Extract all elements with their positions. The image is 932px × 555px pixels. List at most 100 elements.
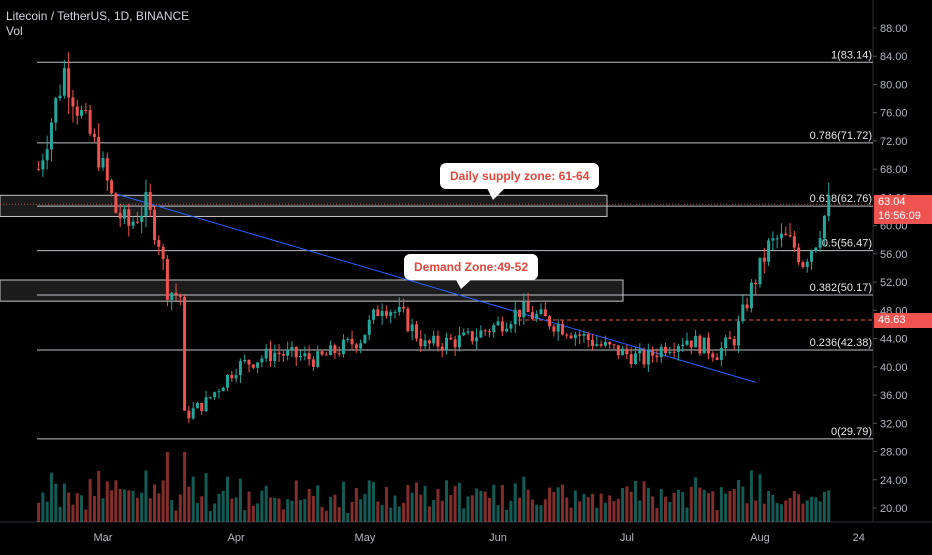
volume-bar [457, 482, 461, 522]
volume-bar [732, 489, 736, 522]
volume-bar [749, 470, 753, 522]
y-tick-label: 56.00 [880, 249, 908, 261]
volume-bar [638, 500, 642, 522]
candle-body [685, 340, 689, 345]
volume-bar [226, 476, 230, 522]
candle-body [350, 338, 354, 345]
candle-body [676, 346, 680, 352]
candle-body [144, 191, 148, 216]
candle-body [702, 337, 706, 354]
volume-bar [329, 496, 333, 522]
volume-bar [646, 487, 650, 522]
volume-bar [303, 498, 307, 522]
y-tick-label: 76.00 [880, 108, 908, 120]
volume-bar [153, 484, 157, 522]
candle-body [178, 294, 182, 297]
volume-bar [122, 489, 126, 522]
volume-bar [423, 485, 427, 522]
candle-body [681, 344, 685, 347]
volume-bar [767, 491, 771, 522]
candle-body [174, 292, 178, 295]
volume-bar [37, 502, 41, 522]
volume-bar [157, 493, 161, 522]
candle-body [213, 392, 217, 398]
candle-body [792, 236, 796, 248]
candle-body [741, 304, 745, 322]
volume-bar [651, 496, 655, 522]
fib-level-label: 0.5(56.47) [822, 238, 872, 250]
volume-bar [208, 510, 212, 522]
volume-bar [487, 497, 491, 522]
candle-body [402, 306, 406, 309]
candle-body [303, 353, 307, 356]
candle-body [565, 334, 569, 336]
volume-bar [642, 481, 646, 522]
candle-body [608, 341, 612, 345]
y-tick-label: 32.00 [880, 418, 908, 430]
fib-level-label: 0.618(62.76) [810, 193, 872, 205]
volume-bar [264, 485, 268, 522]
candle-body [586, 333, 590, 340]
volume-bar [509, 500, 513, 522]
candle-body [427, 340, 431, 344]
volume-bar [784, 500, 788, 522]
volume-indicator-label[interactable]: Vol [6, 24, 23, 38]
volume-bar [659, 489, 663, 522]
volume-bar [118, 488, 122, 522]
candle-body [758, 257, 762, 285]
candle-body [419, 338, 423, 347]
candle-body [226, 374, 230, 388]
y-tick-label: 84.00 [880, 51, 908, 63]
volume-bar [324, 510, 328, 522]
volume-bar [591, 493, 595, 522]
candle-body [200, 402, 204, 412]
candle-body [307, 353, 311, 360]
current-price-tag: 63.04 [874, 195, 932, 210]
candle-body [749, 282, 753, 309]
volume-bar [148, 498, 152, 522]
volume-bar [376, 501, 380, 522]
volume-bar [530, 499, 534, 522]
volume-bar [706, 493, 710, 522]
candle-body [706, 337, 710, 354]
volume-bar [346, 512, 350, 522]
fib-level-label: 1(83.14) [831, 49, 872, 61]
candle-body [518, 309, 522, 318]
volume-bar [771, 494, 775, 522]
candle-body [719, 348, 723, 360]
volume-bar [273, 498, 277, 522]
volume-bar [711, 491, 715, 522]
volume-bar [535, 504, 539, 522]
candle-body [127, 209, 131, 226]
candle-body [311, 359, 315, 367]
volume-bar [483, 491, 487, 522]
y-tick-label: 72.00 [880, 136, 908, 148]
volume-bar [599, 493, 603, 522]
volume-bar [110, 490, 114, 522]
candle-body [41, 160, 45, 170]
candle-body [354, 344, 358, 349]
volume-bar [311, 495, 315, 522]
candle-body [737, 321, 741, 346]
candle-body [483, 330, 487, 332]
volume-bar [243, 510, 247, 522]
volume-bar [578, 501, 582, 522]
volume-bar [221, 490, 225, 522]
candle-body [333, 345, 337, 354]
candle-body [754, 282, 758, 285]
candle-body [646, 349, 650, 365]
fib-level-label: 0.236(42.38) [810, 337, 872, 349]
volume-bar [719, 487, 723, 522]
volume-bar [97, 470, 101, 522]
volume-bar [114, 480, 118, 522]
candle-body [801, 262, 805, 267]
volume-bar [217, 493, 221, 522]
volume-bar [384, 486, 388, 522]
candle-body [788, 235, 792, 237]
volume-bar [779, 504, 783, 522]
volume-bar [45, 501, 49, 522]
y-tick-label: 40.00 [880, 362, 908, 374]
volume-bar [629, 491, 633, 522]
candle-body [814, 247, 818, 251]
